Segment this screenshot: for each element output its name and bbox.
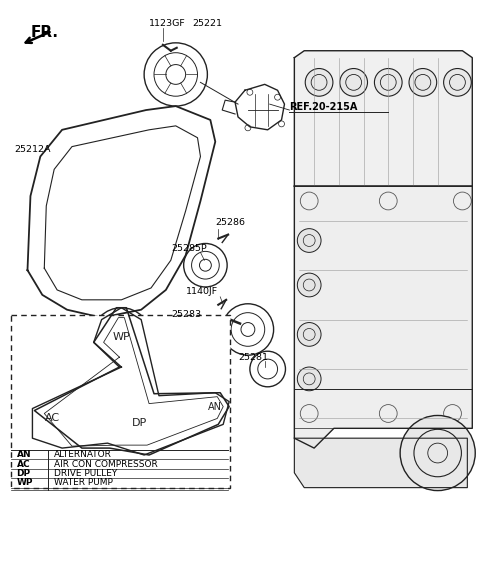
Text: ALTERNATOR: ALTERNATOR — [54, 450, 112, 459]
Text: FR.: FR. — [30, 25, 59, 40]
Text: DP: DP — [132, 418, 147, 428]
Text: 25286: 25286 — [216, 218, 245, 227]
Text: WP: WP — [112, 332, 130, 343]
Text: 25285P: 25285P — [171, 244, 206, 253]
Text: 25221: 25221 — [192, 19, 223, 27]
Polygon shape — [294, 438, 468, 488]
Polygon shape — [294, 51, 472, 186]
Circle shape — [305, 68, 333, 96]
Circle shape — [297, 229, 321, 253]
Text: AN: AN — [208, 402, 222, 411]
Text: 25281: 25281 — [238, 353, 268, 362]
Text: WATER PUMP: WATER PUMP — [54, 479, 113, 488]
Circle shape — [444, 68, 471, 96]
Text: DRIVE PULLEY: DRIVE PULLEY — [54, 469, 118, 478]
Text: AC: AC — [45, 414, 60, 423]
Text: WP: WP — [17, 479, 33, 488]
Text: 25283: 25283 — [171, 310, 201, 319]
Circle shape — [340, 68, 368, 96]
Circle shape — [409, 68, 437, 96]
Circle shape — [297, 367, 321, 391]
Text: 1140JF: 1140JF — [186, 287, 218, 296]
Circle shape — [297, 273, 321, 297]
Text: 25212A: 25212A — [14, 145, 51, 154]
Text: 1123GF: 1123GF — [149, 19, 186, 27]
FancyBboxPatch shape — [11, 315, 230, 488]
Circle shape — [297, 323, 321, 347]
Text: DP: DP — [17, 469, 31, 478]
Circle shape — [400, 415, 475, 490]
Text: AIR CON COMPRESSOR: AIR CON COMPRESSOR — [54, 460, 158, 469]
Polygon shape — [294, 186, 472, 448]
Text: AC: AC — [17, 460, 30, 469]
Text: AN: AN — [17, 450, 31, 459]
Circle shape — [374, 68, 402, 96]
Text: REF.20-215A: REF.20-215A — [289, 102, 358, 112]
